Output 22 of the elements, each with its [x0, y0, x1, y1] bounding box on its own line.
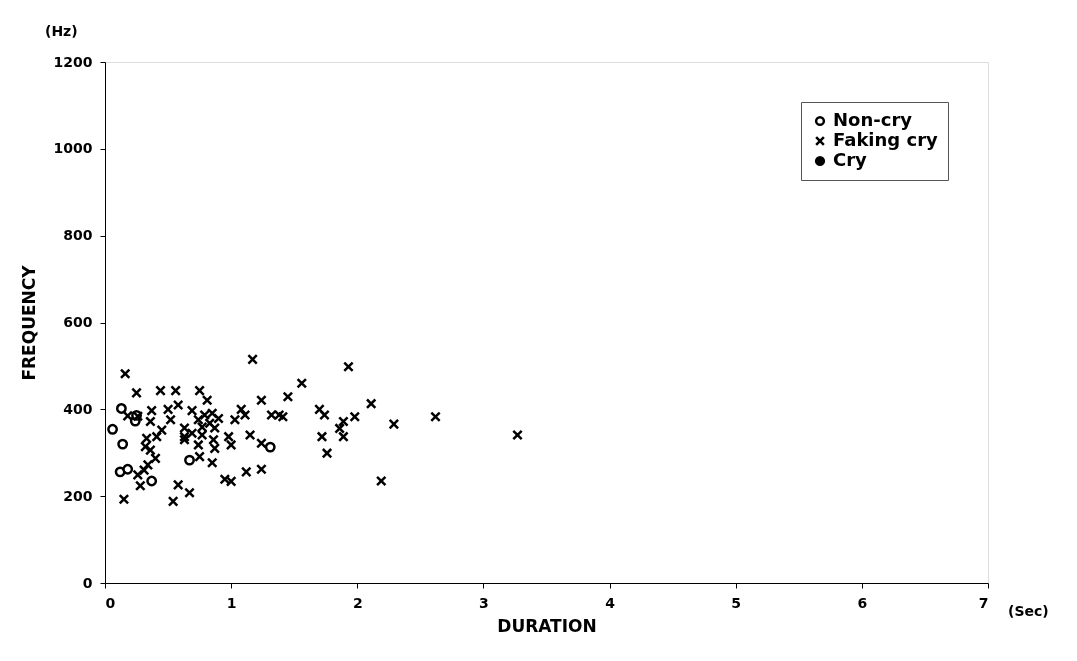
text: (Hz) [45, 23, 78, 39]
y-tick-label: 800 [63, 227, 93, 244]
y-tick-label: 400 [63, 400, 93, 417]
text: (Sec) [1008, 603, 1049, 619]
x-tick-label: 1 [226, 594, 237, 611]
legend-label: Cry [833, 149, 868, 170]
y-axis-title: FREQUENCY [18, 264, 39, 381]
y-tick-label: 1200 [53, 53, 93, 70]
x-tick-label: 2 [352, 594, 363, 611]
x-tick-label: 7 [978, 594, 989, 611]
x-tick-label: 0 [105, 594, 116, 611]
x-axis-title: DURATION [497, 615, 597, 636]
y-tick-label: 600 [63, 314, 93, 330]
x-tick-label: 3 [479, 594, 489, 611]
y-tick-label: 200 [63, 487, 93, 504]
y-tick-label: 0 [82, 574, 93, 591]
x-tick-label: 4 [605, 594, 616, 611]
legend-label: Non-cry [833, 109, 913, 130]
x-tick-label: 5 [731, 594, 742, 611]
x-tick-label: 6 [857, 594, 868, 611]
legend-label: Faking cry [833, 129, 939, 150]
y-tick-label: 1000 [53, 140, 93, 157]
